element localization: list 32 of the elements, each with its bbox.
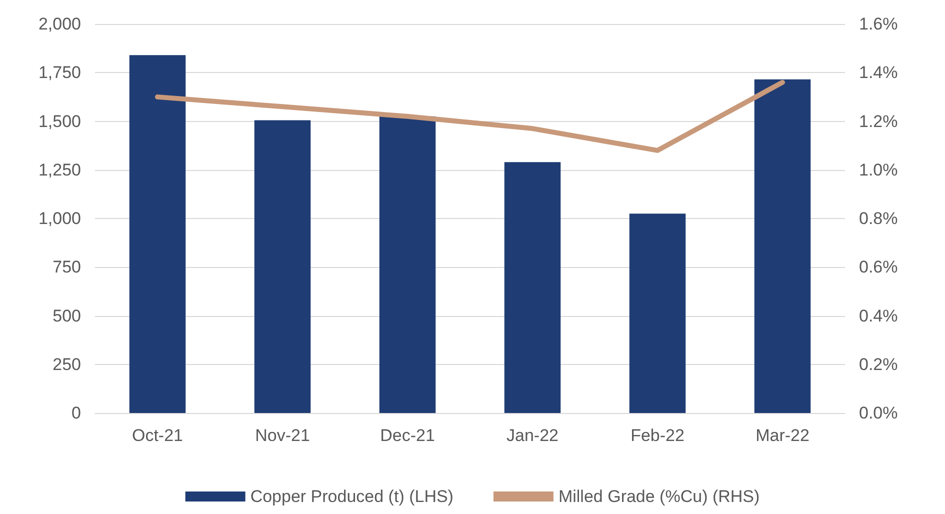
bar — [379, 116, 436, 413]
bar — [504, 162, 561, 413]
y-tick-label: 1,250 — [38, 160, 81, 180]
x-tick-label: Feb-22 — [630, 426, 684, 445]
bar — [629, 214, 686, 413]
y2-tick-label: 0.6% — [859, 258, 898, 277]
y-tick-label: 1,500 — [38, 112, 81, 131]
bar — [254, 120, 311, 413]
x-tick-label: Nov-21 — [255, 426, 310, 445]
x-tick-label: Oct-21 — [132, 426, 184, 445]
y-tick-label: 500 — [52, 306, 81, 326]
y-tick-label: 250 — [52, 354, 81, 374]
y2-tick-label: 0.4% — [859, 306, 898, 326]
y2-tick-label: 1.0% — [859, 160, 898, 180]
y-tick-label: 750 — [52, 258, 81, 277]
x-tick-label: Dec-21 — [380, 426, 435, 445]
y-tick-label: 1,750 — [38, 63, 81, 82]
y2-tick-label: 1.6% — [859, 14, 898, 34]
y2-tick-label: 0.0% — [859, 404, 898, 422]
x-tick-label: Jan-22 — [506, 426, 558, 445]
legend-label: Milled Grade (%Cu) (RHS) — [558, 487, 760, 506]
bar — [129, 55, 186, 413]
y-tick-label: 2,000 — [38, 14, 81, 34]
y2-tick-label: 0.2% — [859, 354, 898, 374]
y2-tick-label: 1.2% — [859, 112, 898, 131]
y2-tick-label: 1.4% — [859, 63, 898, 82]
y-tick-label: 0 — [72, 404, 81, 422]
bar — [754, 79, 811, 413]
y-tick-label: 1,000 — [38, 209, 81, 228]
legend-label: Copper Produced (t) (LHS) — [250, 487, 454, 506]
y2-tick-label: 0.8% — [859, 209, 898, 228]
x-tick-label: Mar-22 — [756, 426, 810, 445]
